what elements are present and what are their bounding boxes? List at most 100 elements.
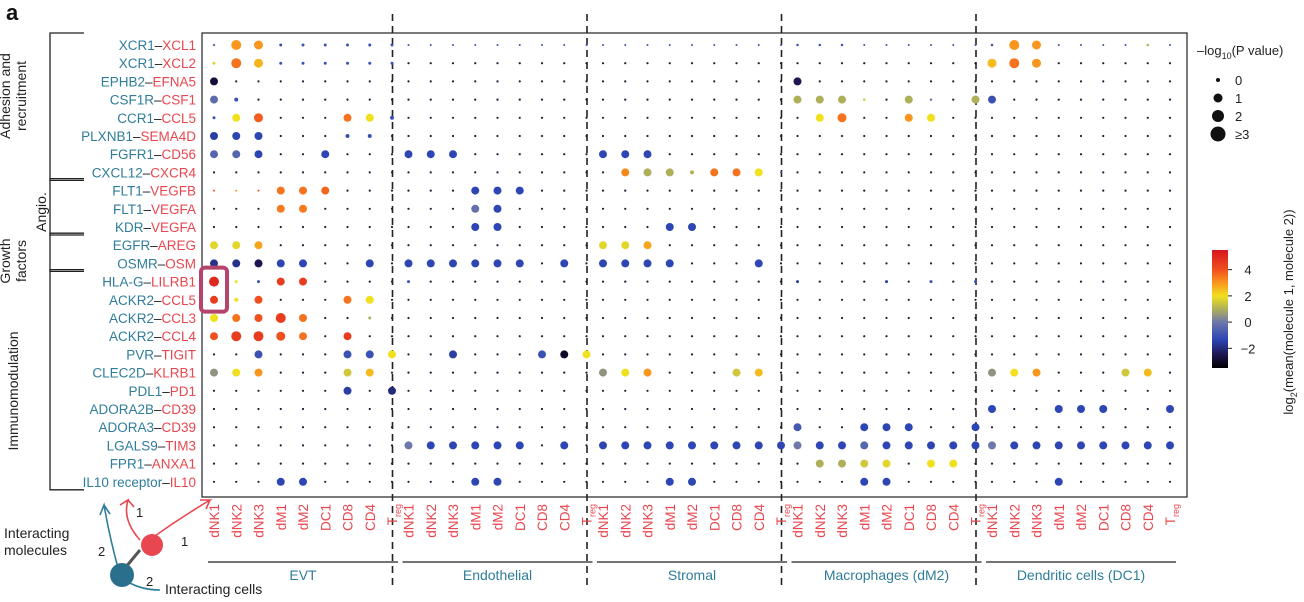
data-point — [1013, 316, 1016, 320]
data-point — [1121, 368, 1130, 377]
data-point — [601, 207, 605, 210]
data-point — [390, 298, 394, 301]
data-point — [952, 116, 955, 119]
data-point — [1168, 316, 1172, 320]
data-point — [276, 204, 285, 213]
data-point — [540, 389, 544, 392]
data-point — [345, 134, 350, 138]
data-point — [838, 441, 846, 450]
data-point — [582, 350, 591, 359]
column-label: dNK1 — [791, 504, 806, 538]
data-point — [496, 316, 499, 320]
data-point — [493, 223, 502, 231]
data-point — [1168, 80, 1172, 83]
data-point — [1035, 207, 1038, 210]
data-point — [407, 280, 410, 284]
data-point — [713, 335, 716, 338]
row-group-label: Immunomodulation — [5, 331, 21, 450]
data-point — [757, 62, 760, 65]
data-point — [949, 441, 958, 450]
data-point — [990, 298, 994, 301]
data-point — [407, 207, 410, 210]
data-point — [1102, 298, 1105, 301]
data-point — [301, 353, 305, 356]
data-point — [210, 259, 218, 268]
data-point — [987, 58, 997, 68]
data-point — [1146, 262, 1149, 265]
data-point — [1146, 225, 1149, 229]
data-point — [840, 134, 844, 138]
data-point — [474, 244, 477, 247]
data-point — [1077, 405, 1085, 413]
data-point — [974, 298, 977, 301]
data-point — [585, 462, 588, 465]
data-point — [1032, 58, 1041, 68]
data-point — [474, 80, 477, 83]
data-point — [1102, 189, 1105, 192]
data-point — [390, 98, 394, 101]
data-point — [324, 244, 327, 247]
data-point — [407, 389, 410, 392]
data-point — [601, 280, 605, 283]
data-point — [779, 335, 783, 338]
data-point — [988, 368, 996, 377]
data-point — [1168, 153, 1172, 156]
data-point — [346, 98, 349, 101]
data-point — [818, 316, 821, 320]
data-point — [818, 171, 821, 174]
data-point — [493, 204, 502, 213]
data-point — [710, 441, 719, 450]
data-point — [735, 462, 738, 465]
data-point — [904, 113, 913, 122]
data-point — [212, 462, 216, 465]
data-point — [390, 444, 394, 447]
data-point — [1124, 171, 1127, 174]
data-point — [885, 62, 888, 65]
data-point — [907, 407, 910, 411]
data-point — [779, 262, 783, 265]
data-point — [210, 314, 218, 322]
data-point — [929, 189, 933, 192]
data-point — [451, 298, 455, 301]
size-legend-dot — [1210, 126, 1226, 142]
data-point — [990, 207, 994, 210]
data-point — [688, 477, 696, 486]
data-point — [990, 116, 994, 119]
data-point — [368, 444, 371, 447]
data-point — [1102, 335, 1105, 338]
data-point — [563, 225, 566, 229]
data-point — [493, 259, 502, 268]
data-point — [863, 316, 866, 320]
data-point — [1102, 225, 1105, 229]
data-point — [496, 280, 499, 283]
data-point — [621, 368, 630, 377]
data-point — [690, 316, 694, 320]
data-point — [496, 371, 499, 374]
data-point — [757, 353, 760, 356]
data-point — [974, 244, 977, 247]
data-point — [929, 171, 933, 174]
data-point — [212, 43, 216, 47]
data-point — [688, 223, 696, 231]
data-point — [407, 353, 410, 356]
data-point — [949, 459, 958, 468]
data-point — [735, 426, 738, 429]
row-group-label: factors — [13, 240, 29, 282]
data-point — [563, 207, 566, 210]
row-label: OSMR–OSM — [117, 256, 196, 271]
data-point — [585, 426, 588, 429]
column-label: dNK3 — [641, 504, 656, 538]
column-label: dM2 — [491, 504, 506, 530]
data-point — [323, 61, 327, 65]
data-point — [235, 444, 238, 447]
data-point — [757, 480, 760, 483]
data-point — [952, 389, 955, 392]
data-point — [474, 44, 477, 46]
data-point — [1032, 368, 1041, 377]
data-point — [757, 225, 760, 229]
data-point — [1146, 298, 1149, 301]
data-point — [1057, 280, 1060, 283]
data-point — [390, 244, 394, 247]
data-point — [1099, 405, 1108, 413]
